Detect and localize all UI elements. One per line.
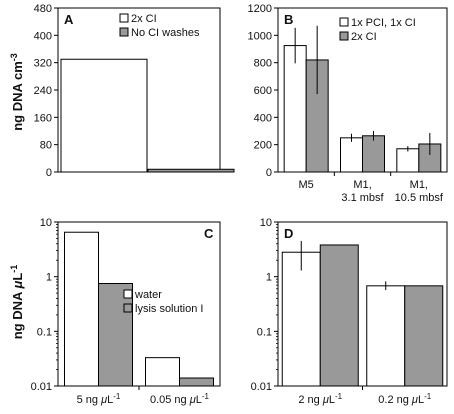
y-tick-label: 0.01 bbox=[31, 381, 52, 393]
x-tick-label: 0.05 ng μL-1 bbox=[150, 392, 210, 406]
legend-swatch bbox=[123, 303, 133, 313]
y-tick-label: 80 bbox=[40, 140, 52, 152]
bar bbox=[64, 231, 99, 387]
y-tick-label: 1 bbox=[46, 272, 52, 284]
y-tick-label: 600 bbox=[254, 85, 272, 97]
legend-label: 2x CI bbox=[351, 31, 377, 43]
legend: water lysis solution I bbox=[123, 289, 203, 315]
y-tick-label: 400 bbox=[34, 30, 52, 42]
legend-swatch bbox=[339, 17, 349, 27]
bar bbox=[404, 285, 444, 387]
bar bbox=[366, 285, 406, 387]
bar bbox=[281, 251, 321, 387]
y-tick-label: 10 bbox=[260, 217, 272, 229]
panel-label: D bbox=[284, 226, 293, 241]
legend-swatch bbox=[119, 13, 129, 23]
x-tick-label: 5 ng μL-1 bbox=[77, 392, 121, 406]
legend-label: 1x PCI, 1x CI bbox=[351, 17, 416, 29]
x-tick-label: M1, bbox=[353, 179, 371, 191]
y-tick-label: 160 bbox=[34, 112, 52, 124]
y-tick-label: 0.01 bbox=[251, 381, 272, 393]
x-tick-label: 3.1 mbsf bbox=[341, 192, 384, 204]
y-axis-label-bottom: ng DNA μL-1 bbox=[9, 265, 25, 340]
bar bbox=[362, 135, 385, 173]
bar bbox=[319, 244, 359, 387]
legend-label: lysis solution I bbox=[135, 303, 203, 315]
legend-swatch bbox=[339, 31, 349, 41]
bar bbox=[145, 357, 180, 387]
y-tick-label: 1000 bbox=[248, 30, 272, 42]
legend-label: 2x CI bbox=[131, 13, 157, 25]
y-tick-label: 320 bbox=[34, 58, 52, 70]
panel-label: C bbox=[204, 226, 214, 241]
panel-d: 0.01 0.1 1 10 D 2 ng μL-1 0.2 ng μL-1 bbox=[251, 217, 448, 406]
y-tick-label: 480 bbox=[34, 3, 52, 15]
bar bbox=[340, 137, 363, 173]
bar bbox=[396, 148, 420, 173]
x-tick-label: M1, bbox=[410, 179, 428, 191]
y-tick-label: 0 bbox=[266, 167, 272, 179]
y-tick-label: 1 bbox=[266, 272, 272, 284]
y-tick-label: 0 bbox=[46, 167, 52, 179]
bar bbox=[179, 377, 214, 387]
legend: 2x CI No CI washes bbox=[119, 13, 200, 39]
y-tick-label: 0.1 bbox=[37, 326, 52, 338]
panel-a: 0 80 160 240 320 400 480 A 2x CI No CI washes bbox=[34, 3, 235, 179]
bar bbox=[147, 168, 235, 173]
y-tick-label: 800 bbox=[254, 58, 272, 70]
x-tick-label: 0.2 ng μL-1 bbox=[378, 392, 431, 406]
legend: 1x PCI, 1x CI 2x CI bbox=[339, 17, 416, 43]
legend-label: water bbox=[134, 289, 162, 301]
y-tick-label: 0.1 bbox=[257, 326, 272, 338]
legend-label: No CI washes bbox=[131, 27, 200, 39]
legend-swatch bbox=[119, 27, 129, 37]
x-tick-label: 2 ng μL-1 bbox=[298, 392, 342, 406]
bar bbox=[60, 58, 148, 173]
y-tick-label: 200 bbox=[254, 140, 272, 152]
y-tick-label: 400 bbox=[254, 112, 272, 124]
panel-label: A bbox=[64, 12, 74, 27]
y-axis-label-top: ng DNA cm-3 bbox=[9, 53, 25, 131]
panel-label: B bbox=[284, 12, 293, 27]
bar bbox=[98, 282, 133, 387]
y-tick-label: 10 bbox=[40, 217, 52, 229]
bar bbox=[283, 45, 307, 173]
x-tick-label: 10.5 mbsf bbox=[395, 192, 444, 204]
panel-c: 0.01 0.1 1 10 C 5 ng μL-1 0.05 ng μL-1 water lys… bbox=[31, 217, 221, 406]
y-tick-label: 240 bbox=[34, 85, 52, 97]
legend-swatch bbox=[123, 289, 133, 299]
y-tick-label: 1200 bbox=[248, 3, 272, 15]
x-tick-label: M5 bbox=[299, 179, 314, 191]
